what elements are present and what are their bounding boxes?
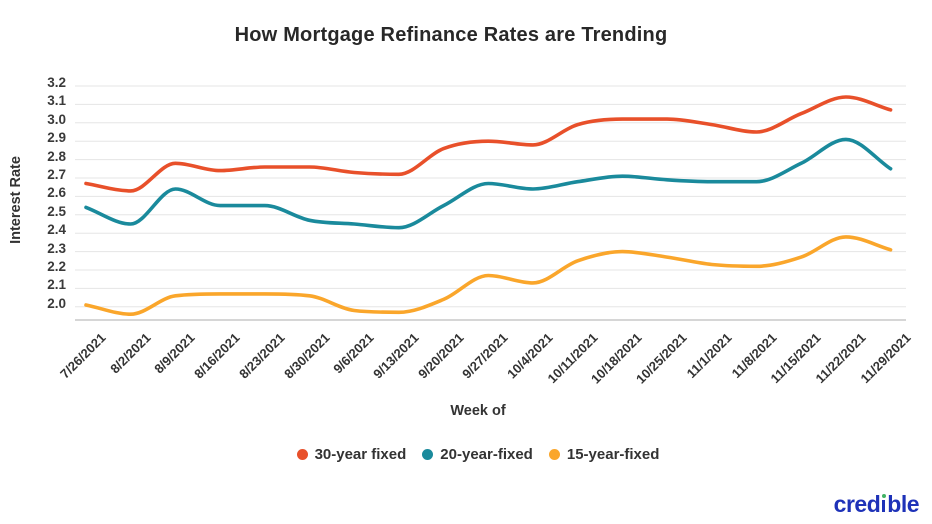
y-tick-label: 2.6 [47, 185, 66, 201]
y-tick-label: 2.3 [47, 240, 66, 256]
y-tick-label: 2.7 [47, 167, 66, 182]
y-tick-label: 2.4 [47, 222, 66, 238]
credible-logo-i-glyph [881, 494, 886, 512]
y-tick-label: 2.0 [47, 295, 66, 311]
credible-logo: cred ble [833, 491, 920, 518]
credible-logo-pre: cred [833, 491, 881, 517]
legend-label-20-year: 20-year-fixed [440, 446, 533, 463]
legend-dot-20-year [422, 449, 434, 460]
y-tick-label: 2.1 [47, 277, 66, 293]
legend-item-15-year: 15-year-fixed [548, 446, 660, 463]
legend-label-30-year: 30-year fixed [314, 446, 407, 463]
legend-item-30-year: 30-year fixed [296, 446, 407, 463]
series-line-30-year-fixed [84, 95, 893, 193]
legend-item-20-year: 20-year-fixed [422, 446, 533, 463]
legend-label-15-year: 15-year-fixed [566, 446, 660, 463]
legend-dot-15-year [548, 449, 560, 460]
x-axis-title: Week of [450, 403, 506, 419]
series-line-15-year-fixed [84, 235, 893, 316]
y-tick-label: 3.1 [47, 93, 66, 109]
chart-title: How Mortgage Refinance Rates are Trendin… [234, 24, 668, 46]
y-tick-label: 2.9 [47, 130, 66, 146]
y-tick-label: 3.0 [47, 111, 66, 127]
series-line-20-year-fixed [84, 137, 893, 230]
chart-legend: 30-year fixed 20-year-fixed 15-year-fixe… [0, 446, 932, 463]
y-tick-label: 3.2 [47, 75, 66, 90]
credible-logo-post: ble [887, 491, 919, 517]
legend-dot-30-year [296, 449, 308, 460]
y-axis-title: Interest Rate [8, 156, 24, 244]
y-tick-label: 2.5 [47, 203, 66, 219]
y-tick-label: 2.2 [47, 259, 66, 274]
y-tick-label: 2.8 [47, 148, 66, 164]
